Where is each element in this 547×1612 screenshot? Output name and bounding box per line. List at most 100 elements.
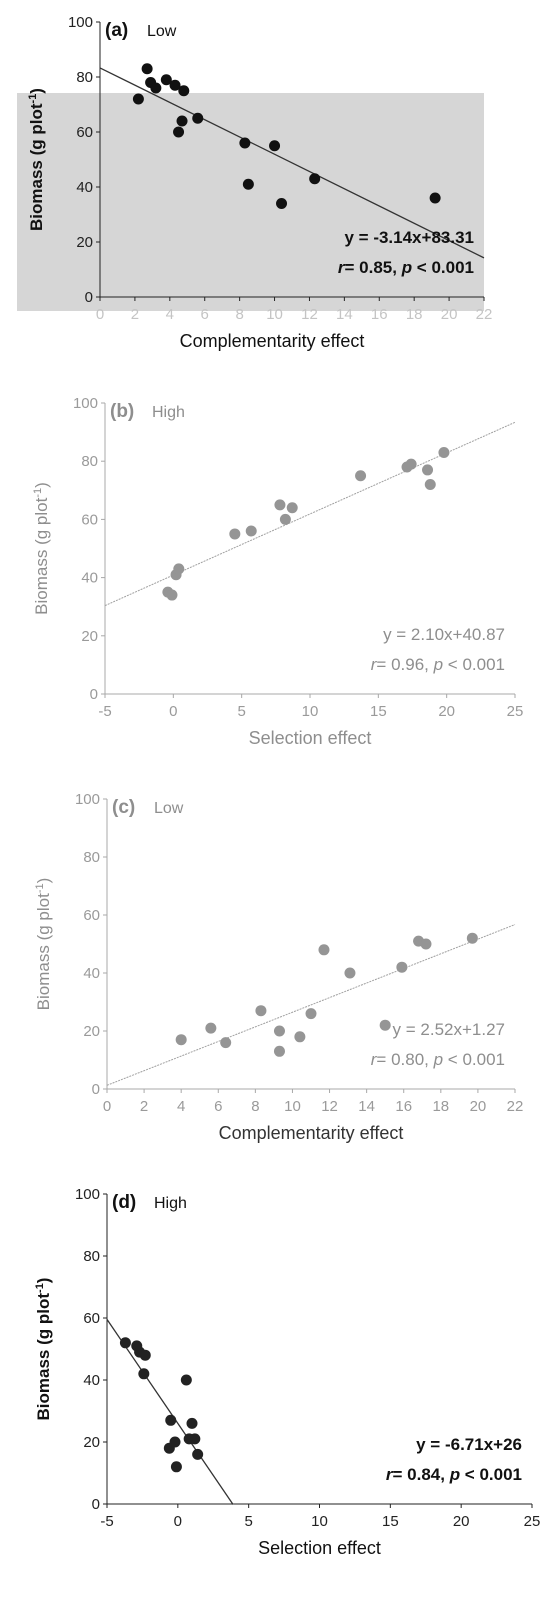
x-tick-label: 14 xyxy=(336,306,353,323)
data-point xyxy=(309,173,321,185)
y-tick-label: 20 xyxy=(81,628,98,645)
x-tick-label: 8 xyxy=(251,1098,259,1115)
data-point xyxy=(132,93,144,105)
y-tick-label: 80 xyxy=(76,69,93,86)
data-point xyxy=(139,1349,151,1361)
stats-p-value: < 0.001 xyxy=(460,1465,522,1484)
regression-stats: r= 0.85, p < 0.001 xyxy=(338,258,474,277)
x-axis-label: Complementarity effect xyxy=(219,1123,404,1143)
y-tick-label: 40 xyxy=(76,179,93,196)
x-tick-label: 22 xyxy=(507,1098,524,1115)
x-tick-label: 10 xyxy=(266,306,283,323)
stats-p-value: < 0.001 xyxy=(443,1050,505,1069)
shaded-region xyxy=(17,93,484,311)
panel-label: (d) xyxy=(112,1192,136,1213)
y-tick-label: 80 xyxy=(83,849,100,866)
y-axis-label-text: Biomass (g plot xyxy=(27,103,46,231)
x-tick-label: 25 xyxy=(507,703,524,720)
y-tick-label: 0 xyxy=(92,1496,100,1513)
y-tick-label: 20 xyxy=(83,1023,100,1040)
y-axis-label-close: ) xyxy=(34,1278,53,1284)
y-tick-label: 0 xyxy=(90,686,98,703)
y-axis-label-text: Biomass (g plot xyxy=(32,497,51,614)
data-point xyxy=(279,513,291,525)
regression-equation: y = 2.10x+40.87 xyxy=(383,625,505,644)
stats-r-symbol: r xyxy=(338,258,346,277)
regression-stats: r= 0.84, p < 0.001 xyxy=(386,1465,522,1484)
data-point xyxy=(229,528,241,540)
data-point xyxy=(160,74,172,86)
x-tick-label: 25 xyxy=(524,1513,541,1530)
stats-r-value: = 0.84, xyxy=(393,1465,450,1484)
y-tick-label: 60 xyxy=(83,907,100,924)
x-tick-label: 5 xyxy=(244,1513,252,1530)
x-tick-label: 6 xyxy=(201,306,209,323)
data-point xyxy=(150,82,162,94)
x-tick-label: 18 xyxy=(432,1098,449,1115)
data-point xyxy=(180,1374,192,1386)
y-axis-label-sup: -1 xyxy=(32,488,44,498)
y-axis-label: Biomass (g plot-1) xyxy=(32,482,51,615)
y-tick-label: 100 xyxy=(75,1186,100,1203)
x-tick-label: 0 xyxy=(169,703,177,720)
x-tick-label: 10 xyxy=(302,703,319,720)
data-point xyxy=(119,1337,131,1349)
panel-title: Low xyxy=(154,800,184,817)
x-tick-label: -5 xyxy=(98,703,111,720)
panel-label: (a) xyxy=(105,20,128,41)
x-axis-label: Complementarity effect xyxy=(180,331,365,351)
x-tick-label: 22 xyxy=(476,306,493,323)
y-tick-label: 100 xyxy=(68,14,93,31)
panel-title: High xyxy=(152,404,185,421)
panel-label: (b) xyxy=(110,401,134,422)
x-tick-label: 0 xyxy=(103,1098,111,1115)
y-axis-label-text: Biomass (g plot xyxy=(34,893,53,1010)
regression-equation: y = -6.71x+26 xyxy=(416,1435,522,1454)
x-tick-label: 4 xyxy=(177,1098,185,1115)
panel-c: 0 20 40 60 80 100 0 2 4 6 8 10 12 14 16 18 20 22 (c) Low Bio… xyxy=(34,791,523,1143)
y-tick-label: 60 xyxy=(81,511,98,528)
data-point xyxy=(141,63,153,75)
stats-p-symbol: p xyxy=(449,1465,460,1484)
stats-r-symbol: r xyxy=(371,655,378,674)
y-axis-label: Biomass (g plot-1) xyxy=(34,878,53,1011)
data-point xyxy=(175,1034,187,1046)
data-point xyxy=(176,115,188,127)
stats-p-symbol: p xyxy=(433,655,443,674)
y-tick-label: 100 xyxy=(73,395,98,412)
data-point xyxy=(165,1414,177,1426)
y-tick-label: 0 xyxy=(92,1081,100,1098)
data-point xyxy=(466,932,478,944)
y-axis-label-text: Biomass (g plot xyxy=(34,1293,53,1421)
x-tick-label: 20 xyxy=(438,703,455,720)
x-tick-label: 15 xyxy=(370,703,387,720)
data-point xyxy=(344,967,356,979)
y-tick-label: 40 xyxy=(83,1372,100,1389)
data-point xyxy=(273,1025,285,1037)
y-tick-label: 60 xyxy=(83,1310,100,1327)
trend-line xyxy=(99,67,485,259)
data-point xyxy=(276,198,288,209)
x-tick-label: 0 xyxy=(96,306,104,323)
data-point xyxy=(422,464,434,476)
y-axis-label-close: ) xyxy=(34,878,53,884)
trend-line xyxy=(106,1319,234,1505)
stats-r-value: = 0.85, xyxy=(345,258,402,277)
data-point xyxy=(170,1461,182,1473)
data-point xyxy=(294,1031,306,1043)
y-tick-label: 40 xyxy=(81,570,98,587)
data-point xyxy=(192,112,204,124)
y-tick-label: 40 xyxy=(83,965,100,982)
data-point xyxy=(192,1448,204,1460)
data-point xyxy=(173,126,185,138)
x-tick-label: 16 xyxy=(395,1098,412,1115)
data-point xyxy=(173,563,185,575)
stats-r-symbol: r xyxy=(371,1050,378,1069)
x-axis-label: Selection effect xyxy=(249,728,372,748)
regression-stats: r= 0.80, p < 0.001 xyxy=(371,1050,505,1069)
y-axis-label-close: ) xyxy=(27,88,46,94)
regression-equation: y = -3.14x+83.31 xyxy=(344,228,474,247)
x-tick-label: 18 xyxy=(406,306,423,323)
data-point xyxy=(239,137,251,149)
